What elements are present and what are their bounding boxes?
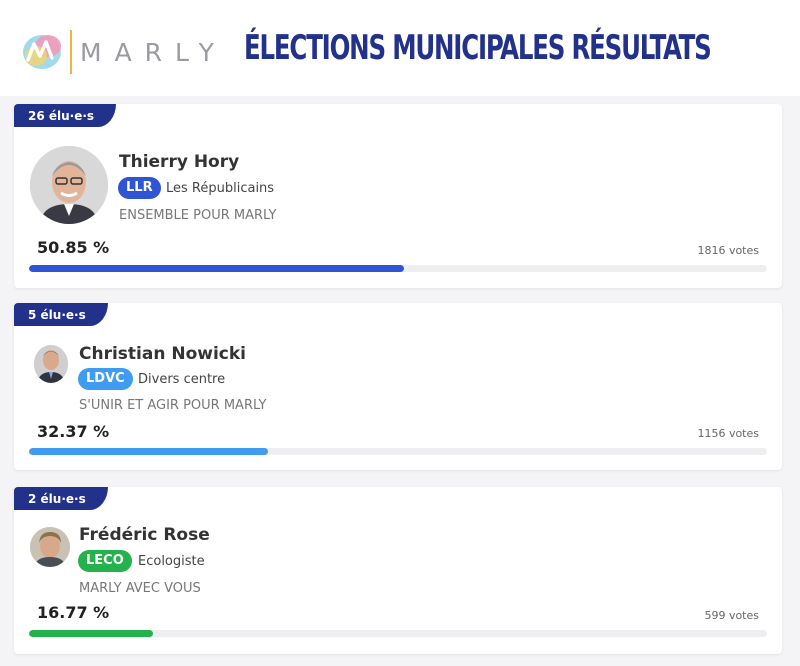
candidate-avatar [30, 527, 70, 567]
vote-percentage: 16.77 % [37, 603, 110, 622]
candidate-card: 2 élu·e·s Frédéric Rose LECO Ecologiste … [14, 487, 782, 654]
seats-badge: 5 élu·e·s [14, 303, 108, 326]
page-header: MARLY ÉLECTIONS MUNICIPALES RÉSULTATS [0, 0, 800, 96]
list-name: S'UNIR ET AGIR POUR MARLY [79, 398, 267, 413]
candidate-name: Christian Nowicki [79, 344, 247, 364]
candidate-card: 26 élu·e·s Thierry Hory LLR Les Républic… [14, 104, 782, 288]
candidate-name: Frédéric Rose [79, 525, 210, 545]
result-progress-fill [29, 265, 405, 272]
result-progress-fill [29, 448, 268, 455]
vote-count: 599 votes [704, 609, 759, 622]
party-name: Divers centre [138, 372, 226, 387]
vote-count: 1156 votes [697, 427, 759, 440]
brand-name: MARLY [80, 38, 227, 67]
result-progress-bar [29, 448, 767, 455]
list-name: ENSEMBLE POUR MARLY [119, 208, 277, 223]
vote-percentage: 50.85 % [37, 238, 110, 257]
result-progress-bar [29, 630, 767, 637]
party-name: Les Républicains [166, 181, 275, 196]
page-title: ÉLECTIONS MUNICIPALES RÉSULTATS [244, 28, 712, 68]
seats-badge: 26 élu·e·s [14, 104, 117, 127]
candidate-card: 5 élu·e·s Christian Nowicki LDVC Divers … [14, 303, 782, 470]
seats-badge: 2 élu·e·s [14, 487, 108, 510]
party-name: Ecologiste [138, 554, 205, 569]
marly-logo-icon [23, 35, 61, 69]
result-progress-fill [29, 630, 153, 637]
candidate-name: Thierry Hory [119, 152, 240, 172]
vote-count: 1816 votes [697, 244, 759, 257]
party-badge: LECO [78, 550, 132, 572]
list-name: MARLY AVEC VOUS [79, 581, 201, 596]
result-progress-bar [29, 265, 767, 272]
candidate-avatar [34, 345, 68, 383]
vote-percentage: 32.37 % [37, 422, 110, 441]
candidate-avatar [30, 146, 108, 224]
logo-separator [70, 30, 72, 74]
party-badge: LDVC [78, 368, 133, 390]
party-badge: LLR [118, 177, 161, 199]
